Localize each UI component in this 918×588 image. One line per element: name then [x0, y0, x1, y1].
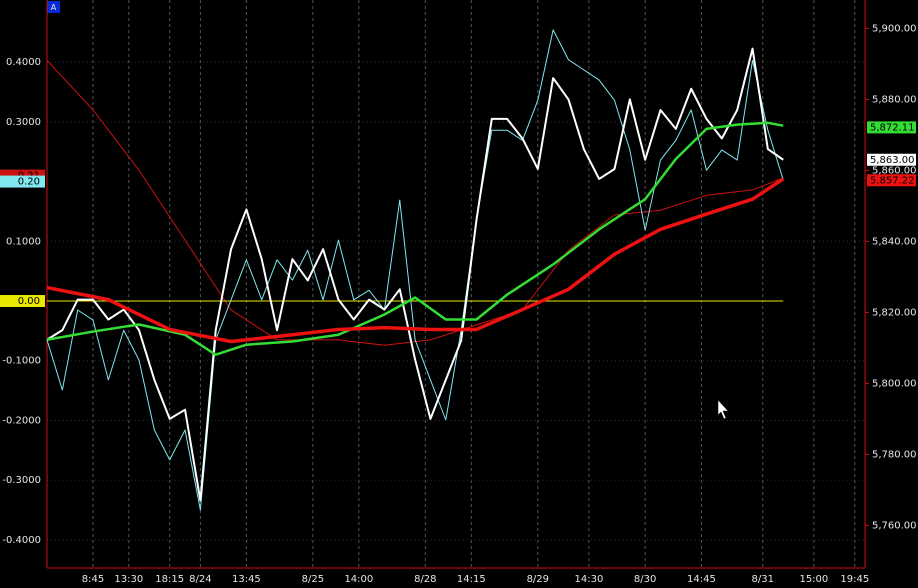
x-tick-label: 18:15	[155, 574, 184, 585]
y-tick-label: -0.3000	[2, 475, 41, 486]
value-marker-box	[867, 174, 916, 187]
x-tick-label: 8:45	[82, 574, 104, 585]
x-tick-label: 8/28	[414, 574, 436, 585]
x-tick-label: 13:30	[114, 574, 143, 585]
x-tick-label: 14:15	[457, 574, 486, 585]
y2-tick-label: 5,840.00	[872, 236, 917, 247]
value-marker-label: 0.20	[18, 177, 40, 188]
mouse-cursor	[717, 399, 729, 420]
x-tick-label: 13:45	[232, 574, 261, 585]
series-line	[46, 177, 785, 344]
y2-tick-label: 5,880.00	[872, 94, 917, 105]
y2-tick-label: 5,780.00	[872, 449, 917, 460]
series-line	[46, 59, 784, 346]
y-tick-label: 0.1000	[6, 236, 41, 247]
x-tick-label: 8/24	[189, 574, 211, 585]
x-tick-label: 8/31	[752, 574, 774, 585]
value-marker-label: 5,863.00	[870, 155, 915, 166]
x-tick-label: 19:45	[840, 574, 869, 585]
y-tick-label: 0.3000	[6, 117, 41, 128]
y2-tick-label: 5,860.00	[872, 165, 917, 176]
x-tick-label: 14:00	[344, 574, 373, 585]
x-tick-label: 8/29	[527, 574, 549, 585]
value-marker-label: 5,857.22	[870, 175, 915, 186]
x-tick-label: 14:45	[687, 574, 716, 585]
series-line	[46, 121, 784, 356]
x-tick-label: 14:30	[575, 574, 604, 585]
y2-tick-label: 5,800.00	[872, 378, 917, 389]
value-marker-box	[867, 121, 916, 134]
value-marker-label: 5,872.11	[870, 122, 915, 133]
value-marker-box	[0, 295, 45, 308]
y2-tick-label: 5,760.00	[872, 520, 917, 531]
value-marker-box	[0, 175, 45, 188]
y2-tick-label: 5,900.00	[872, 23, 917, 34]
series-line	[46, 47, 784, 502]
y-tick-label: -0.2000	[2, 415, 41, 426]
value-marker-box	[867, 153, 916, 166]
series-line	[46, 29, 784, 511]
y-tick-label: -0.1000	[2, 356, 41, 367]
x-tick-label: 8/30	[634, 574, 656, 585]
badge-box	[47, 1, 60, 13]
value-marker-label: 0.00	[18, 296, 40, 307]
y-tick-label: -0.4000	[2, 535, 41, 546]
x-tick-label: 8/25	[302, 574, 324, 585]
badge: A	[51, 3, 57, 12]
y2-tick-label: 5,820.00	[872, 307, 917, 318]
x-tick-label: 15:00	[799, 574, 828, 585]
y-tick-label: 0.4000	[6, 57, 41, 68]
